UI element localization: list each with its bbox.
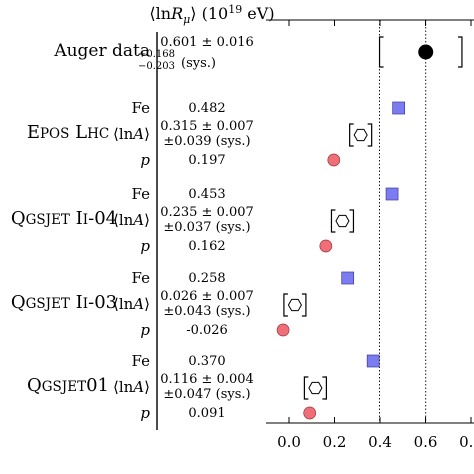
x-tick-label: 0.2 [323, 433, 347, 451]
lna-sys: ±0.037 (sys.) [163, 220, 250, 235]
lna-stat: 0.315 ± 0.007 [160, 119, 254, 134]
p-label: p [140, 151, 150, 169]
auger-sys-up: +0.168 [138, 49, 175, 60]
fe-label: Fe [132, 99, 151, 117]
auger-sys: +0.168−0.203 [138, 49, 175, 72]
fe-marker [385, 187, 399, 201]
p-value: 0.091 [188, 406, 225, 421]
model-name: QGSJET II-03 [11, 292, 117, 313]
model-name: QGSJET01 [27, 375, 109, 396]
lna-bracket-left [303, 376, 309, 400]
x-tick-label: 0.0 [277, 433, 301, 451]
fe-value: 0.482 [188, 101, 225, 116]
fe-marker [366, 354, 380, 368]
model-name: EPOS LHC [27, 122, 109, 143]
chart-title: ⟨lnRμ⟩ (1019 eV) [149, 3, 274, 26]
lna-label: ⟨lnA⟩ [113, 125, 150, 143]
fe-marker [392, 101, 406, 115]
lna-bracket [283, 293, 307, 317]
auger-label: Auger data [53, 41, 150, 61]
p-label: p [140, 237, 150, 255]
lna-label: ⟨lnA⟩ [113, 211, 150, 229]
p-value: 0.197 [188, 153, 225, 168]
lna-bracket-right [349, 209, 355, 233]
auger-sys-suffix: (sys.) [181, 56, 216, 71]
p-marker [303, 406, 317, 420]
lna-bracket-right [301, 293, 307, 317]
lna-bracket-right [322, 376, 327, 400]
fe-label: Fe [132, 352, 151, 370]
x-tick-label: 0.6 [414, 433, 438, 451]
p-label: p [140, 404, 150, 422]
auger-sys-bracket-right [457, 36, 463, 68]
x-tick-label: 0.4 [368, 433, 392, 451]
lna-stat: 0.116 ± 0.004 [160, 372, 254, 387]
lna-sys: ±0.039 (sys.) [163, 134, 250, 149]
fe-label: Fe [132, 185, 151, 203]
fe-marker [341, 271, 355, 285]
lna-bracket-left [330, 209, 336, 233]
p-label: p [140, 321, 150, 339]
lna-marker [353, 128, 368, 142]
p-value: 0.162 [188, 239, 225, 254]
lna-marker [308, 381, 323, 395]
lna-stat: 0.026 ± 0.007 [160, 289, 254, 304]
fe-value: 0.370 [188, 354, 225, 369]
lna-bracket [349, 123, 373, 147]
lna-bracket-right [367, 123, 373, 147]
auger-sys-bracket-left [378, 36, 384, 68]
auger-sys-down: −0.203 [138, 61, 175, 72]
auger-stat: 0.601 ± 0.016 [160, 35, 254, 50]
p-value: -0.026 [186, 323, 228, 338]
p-marker [276, 323, 290, 337]
lna-sys: ±0.047 (sys.) [163, 387, 250, 402]
model-name: QGSJET II-04 [11, 208, 117, 229]
lna-stat: 0.235 ± 0.007 [160, 205, 254, 220]
p-marker [327, 153, 341, 167]
auger-sys-bracket [378, 36, 463, 68]
lna-bracket-left [349, 123, 354, 147]
lna-bracket [330, 209, 355, 233]
fe-label: Fe [132, 269, 151, 287]
fe-value: 0.453 [188, 187, 225, 202]
x-tick-label: 0.8 [459, 433, 474, 451]
fe-value: 0.258 [188, 271, 225, 286]
lna-sys: ±0.043 (sys.) [163, 304, 250, 319]
lna-label: ⟨lnA⟩ [113, 378, 150, 396]
lna-marker [287, 298, 302, 312]
lna-label: ⟨lnA⟩ [113, 295, 150, 313]
auger-point [418, 44, 434, 60]
lna-bracket-left [283, 293, 288, 317]
lna-bracket [303, 376, 327, 400]
lna-marker [335, 214, 350, 228]
p-marker [319, 239, 333, 253]
